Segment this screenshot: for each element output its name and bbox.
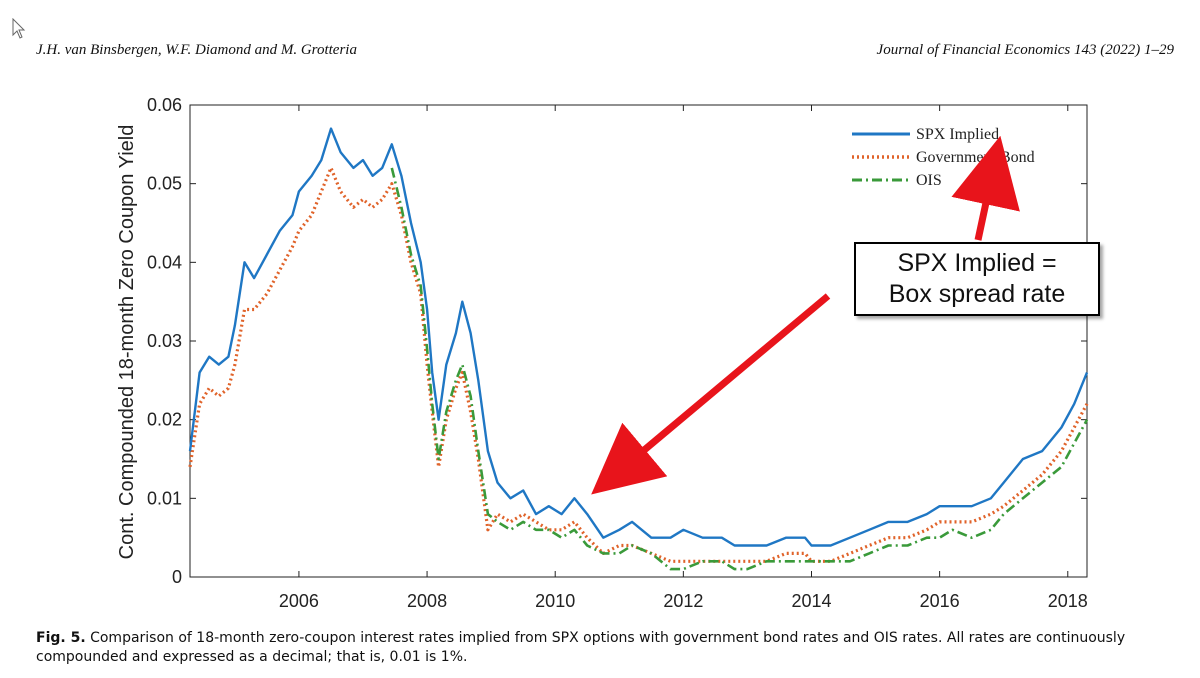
x-tick-label: 2008 (407, 591, 447, 611)
figure-label: Fig. 5. (36, 630, 86, 646)
x-tick-label: 2006 (279, 591, 319, 611)
legend-label-ois: OIS (916, 172, 942, 189)
figure-caption: Fig. 5. Comparison of 18-month zero-coup… (36, 629, 1181, 667)
y-axis: 0 0.01 0.02 0.03 0.04 0.05 0.06 (147, 95, 1087, 587)
y-tick-label: 0.04 (147, 252, 182, 272)
x-axis: 2006 2008 2010 2012 2014 2016 2018 (279, 105, 1088, 611)
series-layer (188, 127, 1089, 571)
y-tick-label: 0.06 (147, 95, 182, 115)
plot-frame (189, 104, 1088, 578)
y-tick-label: 0.05 (147, 174, 182, 194)
x-tick-label: 2014 (791, 591, 831, 611)
legend-label-spx: SPX Implied (916, 126, 999, 143)
series-line-government-bond (188, 166, 1089, 563)
y-tick-label: 0.02 (147, 410, 182, 430)
y-tick-label: 0.01 (147, 488, 182, 508)
y-axis-label: Cont. Compounded 18-month Zero Coupon Yi… (116, 125, 138, 560)
x-tick-label: 2010 (535, 591, 575, 611)
x-tick-label: 2016 (920, 591, 960, 611)
y-tick-label: 0 (172, 567, 182, 587)
callout-line-1: SPX Implied = (897, 249, 1057, 277)
annotation-arrow-to-line (591, 293, 831, 495)
series-line-spx-implied (188, 127, 1089, 547)
header-authors: J.H. van Binsbergen, W.F. Diamond and M.… (36, 42, 357, 58)
callout-line-2: Box spread rate (888, 280, 1066, 308)
line-chart: 2006 2008 2010 2012 2014 2016 2018 0 0.01 0.02 0.… (116, 95, 1089, 611)
x-tick-label: 2012 (663, 591, 703, 611)
annotation-callout-box: SPX Implied = Box spread rate (854, 242, 1100, 316)
annotation-arrow-to-legend (951, 135, 1020, 241)
legend-label-gov: Government Bond (916, 149, 1035, 166)
series-line-ois (390, 167, 1089, 571)
figure-caption-text: Comparison of 18-month zero-coupon inter… (36, 630, 1126, 665)
mouse-cursor-icon (12, 18, 26, 39)
y-tick-label: 0.03 (147, 331, 182, 351)
x-tick-label: 2018 (1048, 591, 1088, 611)
header-journal: Journal of Financial Economics 143 (2022… (876, 42, 1174, 58)
